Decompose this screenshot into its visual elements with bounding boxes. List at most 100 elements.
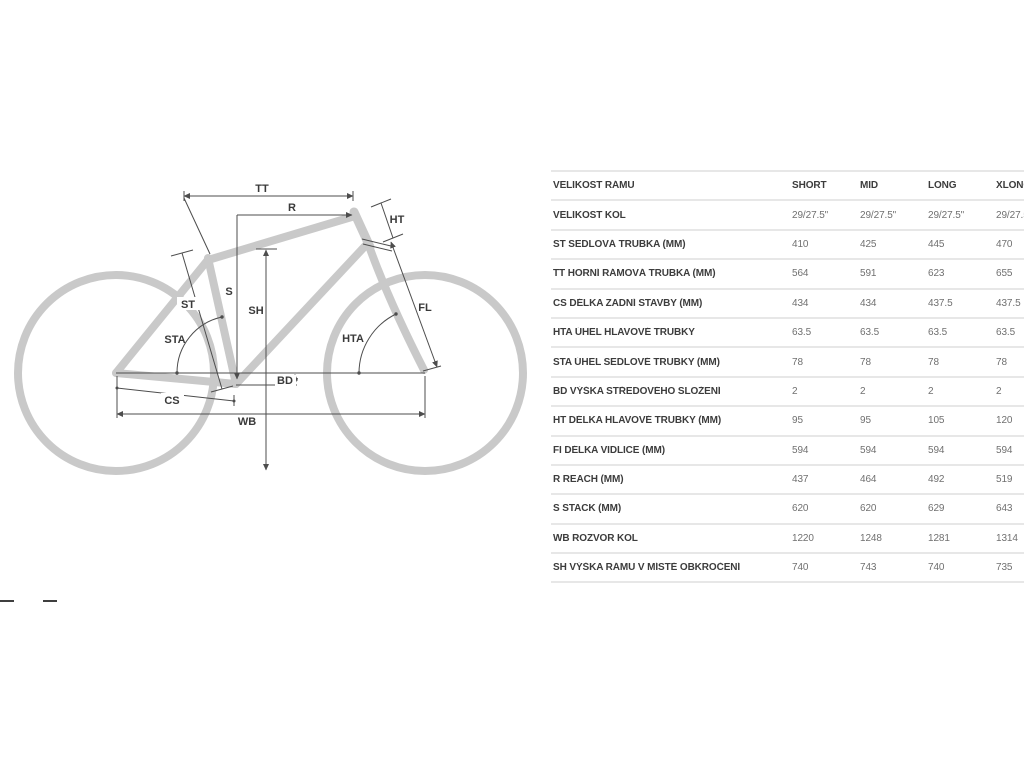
table-row: CS DÉLKA ZADNÍ STAVBY (MM) 434 434 437.5… — [551, 289, 1024, 319]
st-dimension — [170, 249, 234, 393]
cell-value-mid: 425 — [860, 238, 877, 250]
sta-label: STA — [164, 334, 185, 346]
cell-value-mid: 95 — [860, 415, 871, 427]
cell-value-long: 629 — [928, 503, 945, 515]
cell-value-xlong: 63.5 — [996, 327, 1016, 339]
table-row: FI DÉLKA VIDLICE (MM) 594 594 594 594 — [551, 436, 1024, 466]
cell-value-mid: 78 — [860, 356, 871, 368]
r-label: R — [288, 202, 296, 214]
chainstay-tube — [112, 369, 240, 388]
cell-value-mid: 620 — [860, 503, 877, 515]
column-header-short: SHORT — [792, 180, 827, 192]
hta-label: HTA — [342, 333, 364, 345]
cell-value-mid: 2 — [860, 385, 866, 397]
cell-value-short: 434 — [792, 297, 809, 309]
sh-label: SH — [248, 305, 263, 317]
cell-value-short: 2 — [792, 385, 798, 397]
column-header-frame-size: VELIKOST RÁMU — [553, 180, 635, 192]
cell-value-long: 2 — [928, 385, 934, 397]
row-label: HT DÉLKA HLAVOVÉ TRUBKY (MM) — [553, 415, 722, 427]
frame — [112, 207, 428, 388]
row-label: S STACK (MM) — [553, 503, 622, 515]
cell-value-long: 740 — [928, 562, 945, 574]
column-header-long: LONG — [928, 180, 957, 192]
s-label: S — [225, 286, 232, 298]
cell-value-short: 740 — [792, 562, 809, 574]
table-body: VELIKOST KOL 29/27.5" 29/27.5" 29/27.5" … — [551, 201, 1024, 584]
row-label: VELIKOST KOL — [553, 209, 626, 221]
cell-value-mid: 591 — [860, 268, 877, 280]
cell-value-long: 78 — [928, 356, 939, 368]
table-row: WB ROZVOR KOL 1220 1248 1281 1314 — [551, 524, 1024, 555]
seatstay-tube — [112, 257, 211, 377]
dimension-lines — [115, 191, 442, 471]
table-row: BD VÝŠKA STŘEDOVÉHO SLOŽENÍ 2 2 2 2 — [551, 377, 1024, 408]
ht-dimension — [370, 198, 404, 243]
table-row: S STACK (MM) 620 620 629 643 — [551, 495, 1024, 525]
cell-value-xlong: 2 — [996, 385, 1002, 397]
row-label: SH VÝŠKA RÁMU V MÍSTĚ OBKROČENÍ — [553, 562, 741, 574]
label-backings — [161, 297, 296, 406]
sh-dimension — [256, 248, 277, 471]
fl-label: FL — [418, 302, 432, 314]
cell-value-xlong: 120 — [996, 415, 1013, 427]
cell-value-short: 1220 — [792, 532, 814, 544]
top-tube — [204, 212, 359, 264]
cell-value-long: 445 — [928, 238, 945, 250]
seat-tube — [204, 254, 240, 388]
tt-dimension — [183, 191, 354, 255]
row-label: BD VÝŠKA STŘEDOVÉHO SLOŽENÍ — [553, 385, 721, 397]
cell-value-short: 594 — [792, 444, 809, 456]
column-header-mid: MID — [860, 180, 879, 192]
sta-angle-arc — [175, 315, 224, 375]
cell-value-mid: 434 — [860, 297, 877, 309]
column-header-xlong: XLONG — [996, 180, 1024, 192]
cell-value-long: 63.5 — [928, 327, 948, 339]
cell-value-short: 410 — [792, 238, 809, 250]
cell-value-xlong: 643 — [996, 503, 1013, 515]
cell-value-short: 437 — [792, 474, 809, 486]
cell-value-short: 78 — [792, 356, 803, 368]
table-row: HTA ÚHEL HLAVOVÉ TRUBKY 63.5 63.5 63.5 6… — [551, 318, 1024, 349]
cell-value-long: 492 — [928, 474, 945, 486]
crown-race-ticks — [361, 238, 393, 252]
cs-label: CS — [164, 395, 179, 407]
cell-value-long: 623 — [928, 268, 945, 280]
bd-label: BD — [277, 375, 293, 387]
cell-value-mid: 29/27.5" — [860, 209, 897, 221]
cell-value-xlong: 1314 — [996, 532, 1018, 544]
cell-value-xlong: 78 — [996, 356, 1007, 368]
cell-value-xlong: 519 — [996, 474, 1013, 486]
dimension-labels: TT R HT ST S SH STA HTA FL BD CS WB — [164, 183, 432, 428]
down-tube — [232, 240, 371, 388]
tt-label: TT — [255, 183, 269, 195]
wb-dimension — [116, 376, 426, 418]
table-row: HT DÉLKA HLAVOVÉ TRUBKY (MM) 95 95 105 1… — [551, 407, 1024, 437]
cell-value-mid: 63.5 — [860, 327, 880, 339]
cell-value-long: 105 — [928, 415, 945, 427]
table-row: ST SEDLOVÁ TRUBKA (MM) 410 425 445 470 — [551, 230, 1024, 261]
row-label: R REACH (MM) — [553, 474, 624, 486]
cell-value-xlong: 735 — [996, 562, 1013, 574]
row-label: ST SEDLOVÁ TRUBKA (MM) — [553, 238, 686, 250]
cell-value-mid: 464 — [860, 474, 877, 486]
cell-value-xlong: 655 — [996, 268, 1013, 280]
table-row: VELIKOST KOL 29/27.5" 29/27.5" 29/27.5" … — [551, 201, 1024, 231]
cell-value-long: 594 — [928, 444, 945, 456]
cell-value-long: 437.5 — [928, 297, 953, 309]
row-label: HTA ÚHEL HLAVOVÉ TRUBKY — [553, 327, 695, 339]
row-label: CS DÉLKA ZADNÍ STAVBY (MM) — [553, 297, 703, 309]
cell-value-long: 29/27.5" — [928, 209, 965, 221]
wb-label: WB — [238, 416, 256, 428]
cell-value-short: 564 — [792, 268, 809, 280]
cell-value-short: 620 — [792, 503, 809, 515]
r-dimension — [234, 212, 353, 380]
fl-dimension — [390, 241, 442, 372]
cell-value-short: 63.5 — [792, 327, 812, 339]
cell-value-xlong: 470 — [996, 238, 1013, 250]
row-label: WB ROZVOR KOL — [553, 532, 638, 544]
table-row: SH VÝŠKA RÁMU V MÍSTĚ OBKROČENÍ 740 743 … — [551, 554, 1024, 584]
cell-value-short: 95 — [792, 415, 803, 427]
